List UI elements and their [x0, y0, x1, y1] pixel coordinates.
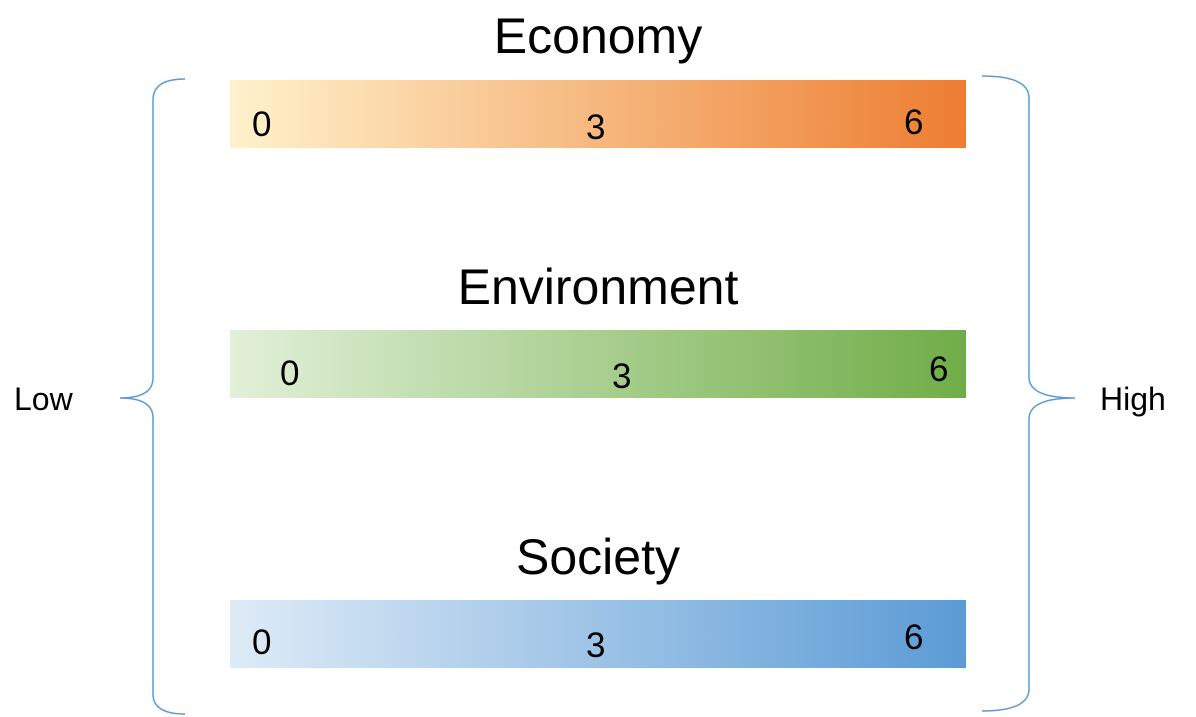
gradient-bar-economy — [230, 80, 966, 148]
tick-label-society-3: 3 — [586, 626, 606, 665]
tick-label-economy-0: 0 — [252, 105, 272, 144]
tick-label-environment-3: 3 — [612, 357, 632, 396]
tick-label-economy-6: 6 — [904, 103, 924, 142]
gradient-bar-environment — [230, 330, 966, 398]
tick-label-environment-6: 6 — [929, 350, 949, 389]
tick-label-society-6: 6 — [904, 618, 924, 657]
scale-title-economy: Economy — [493, 8, 703, 64]
scale-title-society: Society — [516, 529, 680, 585]
scale-title-environment: Environment — [457, 259, 739, 315]
low-label: Low — [14, 381, 73, 417]
right-brace — [981, 75, 1076, 712]
tick-label-environment-0: 0 — [280, 354, 300, 393]
high-label: High — [1100, 381, 1166, 417]
tick-label-society-0: 0 — [252, 623, 272, 662]
left-brace — [119, 78, 186, 715]
tick-label-economy-3: 3 — [586, 108, 606, 147]
gradient-bar-society — [230, 600, 966, 668]
